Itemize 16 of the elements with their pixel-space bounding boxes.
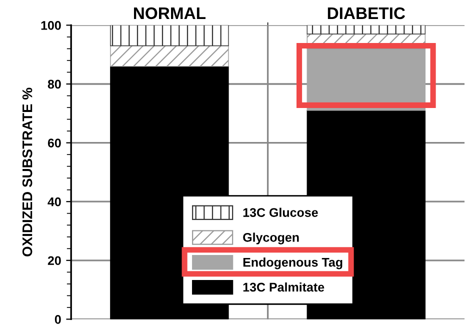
y-axis-title: OXIDIZED SUBSTRATE % [22,88,32,256]
y-tick-label: 0 [54,315,61,324]
y-tick-label: 20 [48,256,61,266]
x-tick-label: DIABETIC [328,7,406,20]
bar [306,25,426,34]
legend-label: 13C Palmitate [243,282,324,292]
bar [110,25,229,46]
y-tick-label: 60 [48,138,61,148]
x-tick-label: NORMAL [134,7,206,20]
bar [110,45,229,67]
y-tick-label: 40 [48,197,61,206]
y-tick-label: 80 [48,80,61,89]
y-tick-label: 100 [41,21,61,30]
legend-label: Glycogen [243,232,299,244]
legend-label: 13C Glucose [243,208,318,217]
legend-label: Endogenous Tag [243,258,342,270]
